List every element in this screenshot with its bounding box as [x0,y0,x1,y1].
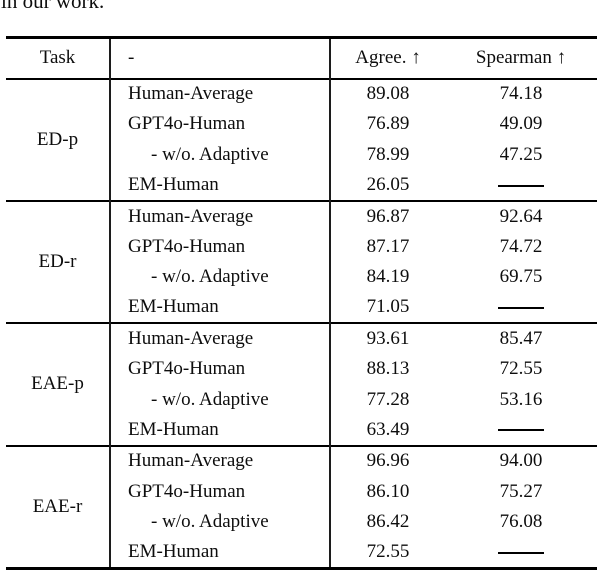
missing-value-cell [445,537,597,568]
table-row: GPT4o-Human 76.89 49.09 [6,109,597,140]
table-row: EM-Human 63.49 [6,415,597,446]
dash-line [498,429,544,432]
spearman-value: 53.16 [499,388,543,410]
table-row: ED-p Human-Average 89.08 74.18 [6,78,597,150]
method-label: EM-Human [109,170,330,201]
header-method: - [109,37,330,79]
method-label: GPT4o-Human [109,109,330,140]
agree-value: 63.49 [329,415,445,446]
table-row: EAE-r Human-Average 96.96 94.00 [6,445,597,517]
agree-value: 87.17 [329,231,445,263]
method-label: GPT4o-Human [109,476,330,507]
method-label: Human-Average [109,445,330,477]
agree-value: 84.19 [329,262,445,293]
header-row: Task - Agree. ↑ Spearman ↑ [6,37,597,79]
clipped-body-text: in our work. [1,0,401,13]
table-row: EM-Human 72.55 [6,537,597,568]
method-label: GPT4o-Human [109,353,330,385]
method-label: - w/o. Adaptive [109,262,330,293]
body-text-line: in our work. [1,0,105,13]
dash-line [498,551,544,554]
table-row: EM-Human 71.05 [6,292,597,324]
task-label: ED-p [36,128,79,150]
task-group-eae-p: EAE-p Human-Average 93.61 85.47 GPT4o-Human 8… [6,323,597,446]
spearman-value: 75.27 [499,480,543,502]
method-label: EM-Human [109,415,330,446]
agree-value: 78.99 [329,139,445,171]
agree-value: 86.42 [329,506,445,538]
agree-value: 77.28 [329,384,445,416]
table-row: ED-r Human-Average 96.87 92.64 [6,200,597,272]
table-row: - w/o. Adaptive 84.19 69.75 [6,262,597,293]
task-label: ED-r [38,251,77,273]
spearman-value: 92.64 [499,205,543,227]
spearman-value: 74.18 [499,83,543,105]
table-row: - w/o. Adaptive 86.42 76.08 [6,506,597,538]
method-label: Human-Average [109,323,330,354]
results-table: Task - Agree. ↑ Spearman ↑ ED-p Human-Ave… [6,36,597,570]
method-label: - w/o. Adaptive [109,139,330,171]
method-label: EM-Human [109,292,330,324]
spearman-value: 76.08 [499,511,543,533]
agree-value: 88.13 [329,353,445,385]
agree-value: 89.08 [329,78,445,110]
table-row: GPT4o-Human 87.17 74.72 [6,231,597,263]
missing-value-cell [445,293,597,324]
header-agree: Agree. ↑ [329,37,445,79]
task-group-ed-p: ED-p Human-Average 89.08 74.18 GPT4o-Human 76… [6,78,597,201]
agree-value: 72.55 [329,537,445,568]
agree-value: 96.87 [329,200,445,232]
agree-value: 96.96 [329,445,445,477]
table-row: GPT4o-Human 88.13 72.55 [6,353,597,385]
dash-line [498,184,544,187]
agree-value: 93.61 [329,323,445,354]
task-label: EAE-r [32,495,83,517]
method-label: Human-Average [109,78,330,110]
header-task: Task [39,47,76,69]
spearman-value: 74.72 [499,235,543,257]
task-group-eae-r: EAE-r Human-Average 96.96 94.00 GPT4o-Human 8… [6,445,597,568]
agree-value: 86.10 [329,476,445,507]
missing-value-cell [445,415,597,446]
agree-value: 76.89 [329,109,445,140]
dash-line [498,307,544,310]
agree-value: 26.05 [329,170,445,201]
agree-value: 71.05 [329,292,445,324]
header-spearman: Spearman ↑ [475,47,567,69]
table-header: Task - Agree. ↑ Spearman ↑ [6,37,597,79]
table-row: - w/o. Adaptive 77.28 53.16 [6,384,597,416]
spearman-value: 47.25 [499,143,543,165]
table-row: EAE-p Human-Average 93.61 85.47 [6,323,597,394]
method-label: - w/o. Adaptive [109,384,330,416]
missing-value-cell [445,170,597,201]
task-label: EAE-p [31,373,84,395]
method-label: GPT4o-Human [109,231,330,263]
spearman-value: 85.47 [499,328,543,350]
method-label: Human-Average [109,200,330,232]
table-row: - w/o. Adaptive 78.99 47.25 [6,139,597,171]
task-group-ed-r: ED-r Human-Average 96.87 92.64 GPT4o-Human 87… [6,200,597,324]
spearman-value: 72.55 [499,358,543,380]
spearman-value: 94.00 [499,450,543,472]
table-row: EM-Human 26.05 [6,170,597,201]
table-row: GPT4o-Human 86.10 75.27 [6,476,597,507]
method-label: - w/o. Adaptive [109,506,330,538]
spearman-value: 49.09 [499,113,543,135]
spearman-value: 69.75 [499,266,543,288]
method-label: EM-Human [109,537,330,568]
